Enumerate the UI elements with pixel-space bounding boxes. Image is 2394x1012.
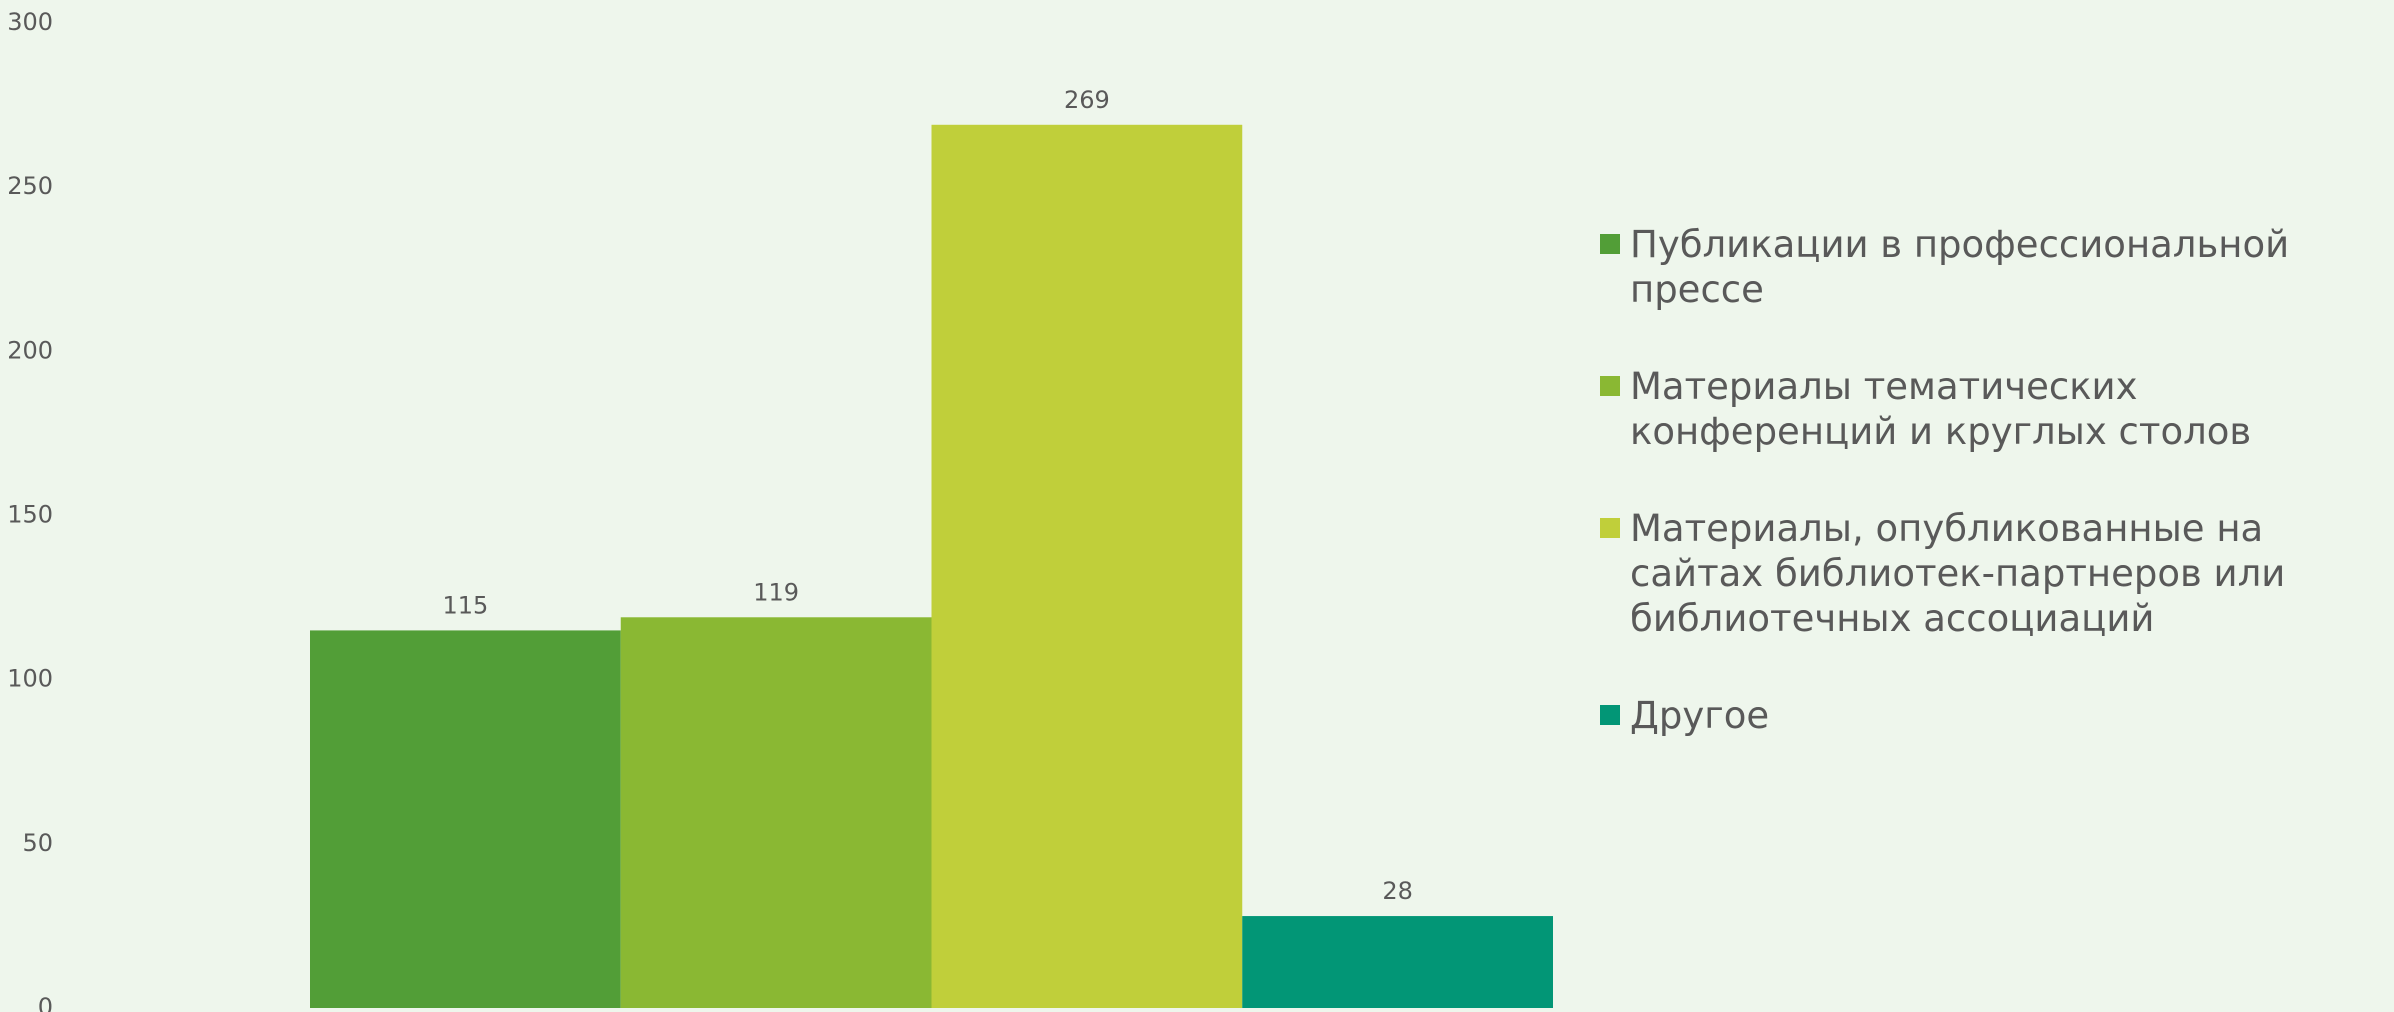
legend-item: Материалы, опубликованные на сайтах библ… <box>1600 506 2390 641</box>
legend-label: Материалы, опубликованные на сайтах библ… <box>1630 507 2286 640</box>
y-tick-label: 250 <box>7 172 53 200</box>
legend-item: Публикации в профессиональной прессе <box>1600 222 2390 312</box>
legend-swatch <box>1600 705 1620 725</box>
legend-item: Другое <box>1600 693 2390 738</box>
value-label: 119 <box>753 578 799 606</box>
legend-swatch <box>1600 234 1620 254</box>
legend-label: Публикации в профессиональной прессе <box>1630 223 2290 311</box>
legend-item: Материалы тематических конференций и кру… <box>1600 364 2390 454</box>
value-label: 269 <box>1064 86 1110 114</box>
bar <box>310 630 621 1008</box>
legend-label: Другое <box>1630 694 1770 737</box>
legend-swatch <box>1600 376 1620 396</box>
y-tick-label: 200 <box>7 336 53 364</box>
value-label: 28 <box>1382 877 1413 905</box>
y-tick-label: 50 <box>22 829 53 857</box>
y-tick-label: 300 <box>7 8 53 36</box>
y-tick-label: 150 <box>7 501 53 529</box>
value-label: 115 <box>442 591 488 619</box>
y-tick-label: 0 <box>38 993 53 1012</box>
legend-label: Материалы тематических конференций и кру… <box>1630 365 2252 453</box>
bar <box>931 124 1243 1009</box>
bar <box>620 617 932 1008</box>
legend-swatch <box>1600 518 1620 538</box>
bar <box>1242 916 1553 1008</box>
y-tick-label: 100 <box>7 665 53 693</box>
legend: Публикации в профессиональной прессе Мате… <box>1600 222 2390 738</box>
